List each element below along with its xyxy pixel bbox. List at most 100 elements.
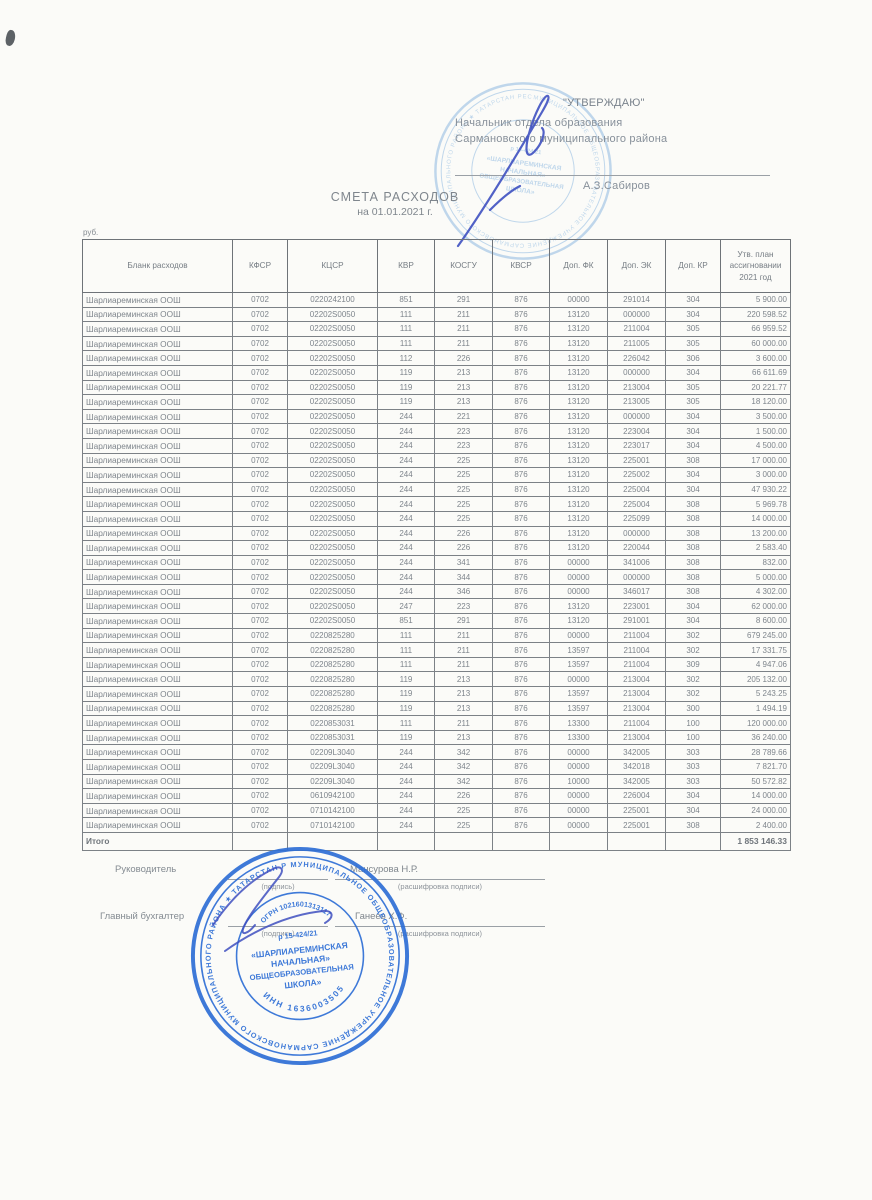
table-cell: 211 bbox=[434, 306, 493, 323]
table-cell: 0702 bbox=[232, 452, 288, 469]
table-row: Шарлиареминская ООШ 0702 02202S0050 244 225 8… bbox=[82, 467, 791, 483]
table-cell: 308 bbox=[665, 496, 721, 512]
table-cell: 13120 bbox=[549, 335, 608, 352]
table-cell: 0702 bbox=[232, 686, 288, 702]
table-row: Шарлиареминская ООШ 0702 02209L3040 244 342 8… bbox=[82, 759, 791, 775]
table-cell: 5 243.25 bbox=[720, 686, 791, 702]
head-decode-caption: (расшифровка подписи) bbox=[397, 882, 483, 891]
table-cell: 112 bbox=[377, 350, 435, 366]
table-cell: 876 bbox=[492, 496, 550, 512]
table-cell: 0702 bbox=[232, 481, 288, 498]
table-cell: 244 bbox=[377, 817, 435, 833]
table-cell: 02202S0050 bbox=[287, 496, 378, 512]
table-cell: Шарлиареминская ООШ bbox=[82, 525, 233, 542]
table-cell: Шарлиареминская ООШ bbox=[82, 437, 233, 454]
table-cell: 119 bbox=[377, 729, 435, 746]
table-cell: 244 bbox=[377, 496, 435, 512]
table-cell: 02209L3040 bbox=[287, 759, 378, 775]
table-cell: 211004 bbox=[607, 321, 666, 337]
table-cell: 0702 bbox=[232, 540, 288, 556]
table-cell: 851 bbox=[377, 292, 435, 308]
table-cell: 0702 bbox=[232, 569, 288, 585]
table-cell: 0702 bbox=[232, 423, 288, 439]
accountant-name-line bbox=[335, 925, 545, 927]
table-cell: 00000 bbox=[549, 759, 608, 775]
table-cell: 223001 bbox=[607, 598, 666, 615]
table-cell: 0702 bbox=[232, 715, 288, 731]
table-row: Шарлиареминская ООШ 0702 0220825280 111 211 8… bbox=[82, 642, 791, 658]
col-header-plan-2021: Утв. план ассигновании 2021 год bbox=[720, 239, 791, 293]
table-cell: 225 bbox=[434, 802, 493, 819]
col-header-dop-ek: Доп. ЭК bbox=[607, 239, 666, 293]
table-cell: 000000 bbox=[607, 525, 666, 542]
table-cell: Шарлиареминская ООШ bbox=[82, 292, 233, 308]
table-cell: 0702 bbox=[232, 744, 288, 760]
total-value: 1 853 146.33 bbox=[720, 831, 791, 851]
total-row: Итого 1 853 146.33 bbox=[82, 831, 791, 851]
table-cell: 308 bbox=[665, 540, 721, 556]
table-cell: 0702 bbox=[232, 598, 288, 615]
table-cell: 213 bbox=[434, 671, 493, 688]
expense-table-body: Шарлиареминская ООШ 0702 0220242100 851 291 8… bbox=[82, 292, 791, 833]
table-cell: 24 000.00 bbox=[720, 802, 791, 819]
table-cell: 213 bbox=[434, 364, 493, 381]
table-row: Шарлиареминская ООШ 0702 02202S0050 244 225 8… bbox=[82, 510, 791, 527]
table-cell: 13120 bbox=[549, 306, 608, 323]
table-cell: 62 000.00 bbox=[720, 598, 791, 615]
table-row: Шарлиареминская ООШ 0702 02202S0050 111 211 8… bbox=[82, 335, 791, 352]
table-row: Шарлиареминская ООШ 0702 02209L3040 244 342 8… bbox=[82, 773, 791, 790]
table-cell: 876 bbox=[492, 394, 550, 410]
approval-title: "УТВЕРЖДАЮ" bbox=[563, 97, 645, 109]
table-cell: 223 bbox=[434, 598, 493, 615]
table-cell: 876 bbox=[492, 437, 550, 454]
table-cell: 0702 bbox=[232, 467, 288, 483]
table-cell: 304 bbox=[665, 437, 721, 454]
table-cell: 211 bbox=[434, 335, 493, 352]
table-cell: 342005 bbox=[607, 773, 666, 790]
table-cell: 0220825280 bbox=[287, 700, 378, 717]
table-cell: 223004 bbox=[607, 423, 666, 439]
table-cell: 18 120.00 bbox=[720, 394, 791, 410]
table-cell: 876 bbox=[492, 627, 550, 644]
table-cell: 305 bbox=[665, 335, 721, 352]
table-cell: 00000 bbox=[549, 583, 608, 600]
table-cell: 213 bbox=[434, 729, 493, 746]
table-cell: 8 600.00 bbox=[720, 613, 791, 629]
table-cell: 876 bbox=[492, 700, 550, 717]
table-cell: 342 bbox=[434, 773, 493, 790]
table-cell: 876 bbox=[492, 569, 550, 585]
table-cell: 876 bbox=[492, 554, 550, 571]
table-cell: 02202S0050 bbox=[287, 321, 378, 337]
table-cell: 244 bbox=[377, 510, 435, 527]
accountant-signature-label: Главный бухгалтер bbox=[100, 911, 185, 922]
table-cell: 1 500.00 bbox=[720, 423, 791, 439]
table-cell: 02202S0050 bbox=[287, 335, 378, 352]
table-cell: 66 611.69 bbox=[720, 364, 791, 381]
table-cell: 3 000.00 bbox=[720, 467, 791, 483]
table-cell: 225001 bbox=[607, 802, 666, 819]
table-cell: 02202S0050 bbox=[287, 437, 378, 454]
table-cell: 13120 bbox=[549, 452, 608, 469]
table-cell: 213005 bbox=[607, 394, 666, 410]
table-row: Шарлиареминская ООШ 0702 0220825280 119 213 8… bbox=[82, 671, 791, 688]
table-cell: 223 bbox=[434, 437, 493, 454]
table-cell: Шарлиареминская ООШ bbox=[82, 379, 233, 396]
table-cell: 0220853031 bbox=[287, 715, 378, 731]
table-cell: Шарлиареминская ООШ bbox=[82, 394, 233, 410]
table-cell: 226 bbox=[434, 540, 493, 556]
document-title-block: СМЕТА РАСХОДОВ на 01.01.2021 г. bbox=[285, 190, 505, 218]
table-cell: 244 bbox=[377, 759, 435, 775]
table-cell: 225 bbox=[434, 481, 493, 498]
table-cell: 225 bbox=[434, 510, 493, 527]
table-cell: 304 bbox=[665, 408, 721, 425]
table-cell: 221 bbox=[434, 408, 493, 425]
table-cell: 876 bbox=[492, 759, 550, 775]
table-cell: Шарлиареминская ООШ bbox=[82, 613, 233, 629]
table-cell: 303 bbox=[665, 759, 721, 775]
table-cell: 0610942100 bbox=[287, 788, 378, 804]
table-cell: 02202S0050 bbox=[287, 583, 378, 600]
table-cell: 305 bbox=[665, 394, 721, 410]
table-cell: 225002 bbox=[607, 467, 666, 483]
table-cell: 876 bbox=[492, 671, 550, 688]
table-cell: 13120 bbox=[549, 379, 608, 396]
